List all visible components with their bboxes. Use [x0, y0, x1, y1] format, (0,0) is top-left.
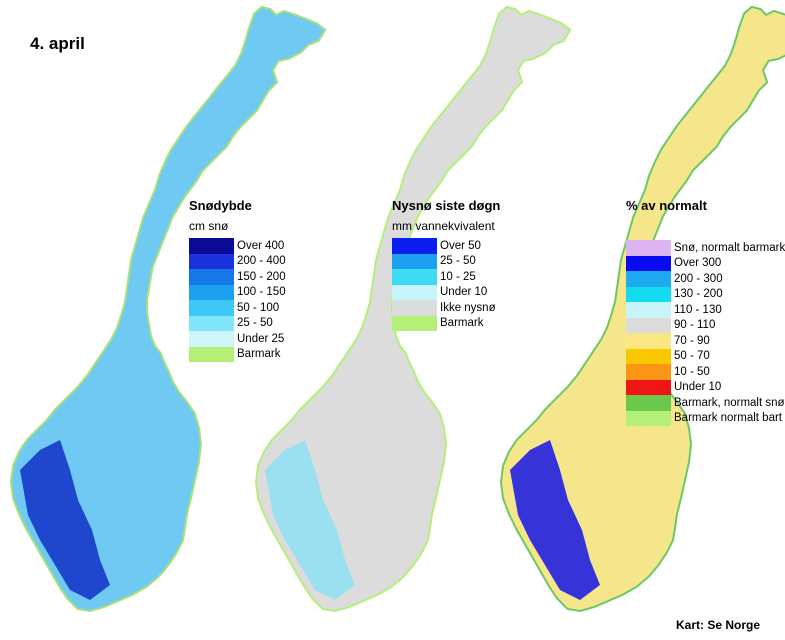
- legend-swatch: [392, 238, 437, 254]
- legend-swatch: [392, 315, 437, 331]
- legend-swatch: [626, 302, 671, 318]
- legend-swatch: [189, 315, 234, 331]
- legend-swatch: [626, 255, 671, 271]
- legend-unit: cm snø: [189, 219, 229, 233]
- legend-item: Over 50: [392, 238, 500, 254]
- legend-label: 200 - 300: [674, 272, 723, 285]
- legend-rows: Over 50 25 - 50 10 - 25 Under 10 Ikke nysnø B…: [392, 238, 500, 331]
- legend-label: 110 - 130: [674, 303, 722, 316]
- legend-swatch: [626, 379, 671, 395]
- legend-label: 200 - 400: [237, 255, 286, 268]
- legend-item: Under 10: [392, 284, 500, 300]
- legend-swatch: [626, 395, 671, 411]
- legend-swatch: [626, 271, 671, 287]
- high-value-region: [265, 440, 355, 600]
- legend-swatch: [189, 253, 234, 269]
- legend-rows: Snø, normalt barmark Over 300 200 - 300 130…: [626, 240, 785, 426]
- legend-item: Barmark: [189, 346, 286, 362]
- legend-label: Over 50: [440, 239, 481, 252]
- legend-label: Ikke nysnø: [440, 301, 496, 314]
- legend-item: 70 - 90: [626, 333, 785, 349]
- legend-item: 200 - 400: [189, 253, 286, 269]
- legend-swatch: [189, 300, 234, 316]
- snow-depth-legend: Snødybde cm snø Over 400 200 - 400 150 - 2…: [189, 198, 286, 362]
- legend-label: 10 - 50: [674, 365, 710, 378]
- legend-label: Over 400: [237, 239, 285, 252]
- legend-item: Ikke nysnø: [392, 300, 500, 316]
- new-snow-legend: Nysnø siste døgn mm vannekvivalent Over …: [392, 198, 500, 331]
- legend-item: Barmark normalt bart: [626, 410, 785, 426]
- legend-swatch: [392, 300, 437, 316]
- legend-item: Under 10: [626, 379, 785, 395]
- legend-item: 50 - 70: [626, 348, 785, 364]
- legend-item: 200 - 300: [626, 271, 785, 287]
- legend-label: 70 - 90: [674, 334, 710, 347]
- legend-label: Barmark: [440, 317, 484, 330]
- legend-swatch: [626, 240, 671, 256]
- legend-rows: Over 400 200 - 400 150 - 200 100 - 150 50 - …: [189, 238, 286, 362]
- legend-label: Under 25: [237, 332, 285, 345]
- legend-swatch: [189, 346, 234, 362]
- legend-swatch: [626, 364, 671, 380]
- legend-swatch: [626, 348, 671, 364]
- legend-swatch: [392, 253, 437, 269]
- legend-label: 130 - 200: [674, 288, 723, 301]
- legend-swatch: [392, 269, 437, 285]
- legend-item: 25 - 50: [392, 253, 500, 269]
- legend-label: 100 - 150: [237, 286, 286, 299]
- new-snow-map: [255, 6, 571, 612]
- legend-item: 150 - 200: [189, 269, 286, 285]
- legend-label: 90 - 110: [674, 319, 716, 332]
- legend-item: Under 25: [189, 331, 286, 347]
- legend-label: Under 10: [674, 381, 722, 394]
- legend-item: 110 - 130: [626, 302, 785, 318]
- legend-label: 25 - 50: [237, 317, 273, 330]
- legend-swatch: [626, 333, 671, 349]
- legend-unit: mm vannekvivalent: [392, 219, 495, 233]
- legend-label: Under 10: [440, 286, 488, 299]
- legend-item: 25 - 50: [189, 315, 286, 331]
- legend-item: 50 - 100: [189, 300, 286, 316]
- high-value-region: [20, 440, 110, 600]
- legend-swatch: [392, 284, 437, 300]
- legend-label: Snø, normalt barmark: [674, 241, 785, 254]
- legend-label: 10 - 25: [440, 270, 476, 283]
- map-credit: Kart: Se Norge: [676, 618, 761, 632]
- high-value-region: [510, 440, 600, 600]
- percent-legend: % av normalt Snø, normalt barmark Over 30…: [626, 198, 785, 426]
- legend-label: 25 - 50: [440, 255, 476, 268]
- legend-item: Snø, normalt barmark: [626, 240, 785, 256]
- legend-item: 130 - 200: [626, 286, 785, 302]
- legend-label: Barmark, normalt snø: [674, 396, 785, 409]
- legend-label: Barmark normalt bart: [674, 412, 783, 425]
- legend-item: 90 - 110: [626, 317, 785, 333]
- legend-item: Over 400: [189, 238, 286, 254]
- legend-item: Over 300: [626, 255, 785, 271]
- legend-swatch: [626, 286, 671, 302]
- legend-label: Barmark: [237, 348, 281, 361]
- legend-swatch: [189, 284, 234, 300]
- legend-swatch: [626, 410, 671, 426]
- legend-label: Over 300: [674, 257, 722, 270]
- legend-label: 50 - 100: [237, 301, 280, 314]
- legend-item: Barmark: [392, 315, 500, 331]
- legend-title: % av normalt: [626, 198, 707, 213]
- snow-depth-map: [10, 6, 326, 612]
- legend-label: 150 - 200: [237, 270, 286, 283]
- legend-swatch: [189, 331, 234, 347]
- legend-label: 50 - 70: [674, 350, 710, 363]
- legend-title: Snødybde: [189, 198, 252, 213]
- legend-item: 10 - 50: [626, 364, 785, 380]
- legend-item: Barmark, normalt snø: [626, 395, 785, 411]
- percent-of-normal-map: [500, 6, 785, 612]
- legend-swatch: [189, 269, 234, 285]
- legend-swatch: [626, 317, 671, 333]
- legend-title: Nysnø siste døgn: [392, 198, 501, 213]
- legend-swatch: [189, 238, 234, 254]
- date-label: 4. april: [30, 34, 85, 53]
- legend-item: 10 - 25: [392, 269, 500, 285]
- legend-item: 100 - 150: [189, 284, 286, 300]
